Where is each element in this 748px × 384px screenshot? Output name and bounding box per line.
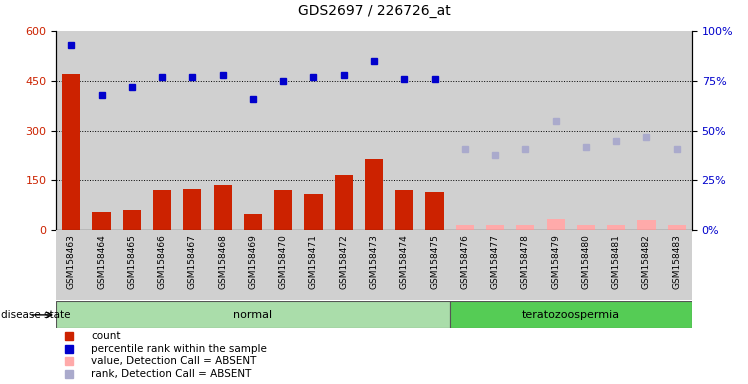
Bar — [389, 230, 420, 300]
Text: GSM158476: GSM158476 — [460, 234, 469, 289]
Text: GSM158466: GSM158466 — [158, 234, 167, 289]
Bar — [147, 31, 177, 230]
Bar — [123, 210, 141, 230]
Text: GSM158475: GSM158475 — [430, 234, 439, 289]
Bar — [365, 159, 383, 230]
Text: GSM158478: GSM158478 — [521, 234, 530, 289]
Text: GSM158481: GSM158481 — [612, 234, 621, 289]
Bar — [56, 230, 86, 300]
Bar — [601, 230, 631, 300]
Bar — [117, 31, 147, 230]
Bar — [631, 31, 662, 230]
Bar — [480, 31, 510, 230]
Bar — [207, 230, 238, 300]
Text: GSM158473: GSM158473 — [370, 234, 378, 289]
Bar — [298, 230, 328, 300]
Bar — [541, 31, 571, 230]
Bar — [177, 31, 207, 230]
Bar — [541, 230, 571, 300]
Text: GSM158474: GSM158474 — [399, 234, 408, 289]
Bar — [480, 230, 510, 300]
Text: GSM158467: GSM158467 — [188, 234, 197, 289]
Bar — [56, 301, 450, 328]
Bar — [486, 225, 504, 230]
Bar — [662, 31, 692, 230]
Bar — [304, 194, 322, 230]
Bar — [238, 230, 268, 300]
Text: GSM158463: GSM158463 — [67, 234, 76, 289]
Text: GDS2697 / 226726_at: GDS2697 / 226726_at — [298, 4, 450, 18]
Text: GSM158482: GSM158482 — [642, 234, 651, 289]
Bar — [268, 31, 298, 230]
Bar — [510, 31, 541, 230]
Bar — [328, 230, 359, 300]
Text: GSM158465: GSM158465 — [127, 234, 136, 289]
Text: disease state: disease state — [1, 310, 70, 320]
Bar — [395, 190, 414, 230]
Bar — [571, 230, 601, 300]
Text: GSM158477: GSM158477 — [491, 234, 500, 289]
Text: percentile rank within the sample: percentile rank within the sample — [91, 344, 267, 354]
Bar — [238, 31, 268, 230]
Bar — [420, 31, 450, 230]
Text: value, Detection Call = ABSENT: value, Detection Call = ABSENT — [91, 356, 257, 366]
Bar — [389, 31, 420, 230]
Text: teratozoospermia: teratozoospermia — [522, 310, 620, 320]
Bar — [516, 225, 535, 230]
Bar — [420, 230, 450, 300]
Bar — [450, 230, 480, 300]
Text: GSM158471: GSM158471 — [309, 234, 318, 289]
Bar — [117, 230, 147, 300]
Bar — [183, 189, 201, 230]
Text: normal: normal — [233, 310, 272, 320]
Bar — [631, 230, 662, 300]
Bar — [62, 74, 80, 230]
Text: rank, Detection Call = ABSENT: rank, Detection Call = ABSENT — [91, 369, 251, 379]
Bar — [93, 212, 111, 230]
Bar — [359, 31, 389, 230]
Bar — [577, 225, 595, 230]
Bar — [147, 230, 177, 300]
Bar — [601, 31, 631, 230]
Text: GSM158483: GSM158483 — [672, 234, 681, 289]
Bar — [153, 190, 171, 230]
Bar — [668, 225, 686, 230]
Bar — [547, 219, 565, 230]
Bar — [450, 301, 692, 328]
Bar — [213, 185, 232, 230]
Bar — [207, 31, 238, 230]
Bar — [662, 230, 692, 300]
Text: GSM158479: GSM158479 — [551, 234, 560, 289]
Text: GSM158464: GSM158464 — [97, 234, 106, 289]
Text: GSM158472: GSM158472 — [340, 234, 349, 289]
Bar — [244, 214, 262, 230]
Text: count: count — [91, 331, 120, 341]
Bar — [56, 31, 86, 230]
Bar — [86, 230, 117, 300]
Bar — [426, 192, 444, 230]
Bar — [456, 225, 474, 230]
Text: GSM158480: GSM158480 — [581, 234, 590, 289]
Bar — [298, 31, 328, 230]
Bar — [571, 31, 601, 230]
Bar — [268, 230, 298, 300]
Bar — [450, 31, 480, 230]
Bar — [637, 220, 655, 230]
Bar — [607, 225, 625, 230]
Text: GSM158468: GSM158468 — [218, 234, 227, 289]
Bar — [177, 230, 207, 300]
Bar — [86, 31, 117, 230]
Text: GSM158469: GSM158469 — [248, 234, 257, 289]
Bar — [334, 175, 353, 230]
Bar — [328, 31, 359, 230]
Bar — [274, 190, 292, 230]
Bar — [510, 230, 541, 300]
Text: GSM158470: GSM158470 — [279, 234, 288, 289]
Bar — [359, 230, 389, 300]
